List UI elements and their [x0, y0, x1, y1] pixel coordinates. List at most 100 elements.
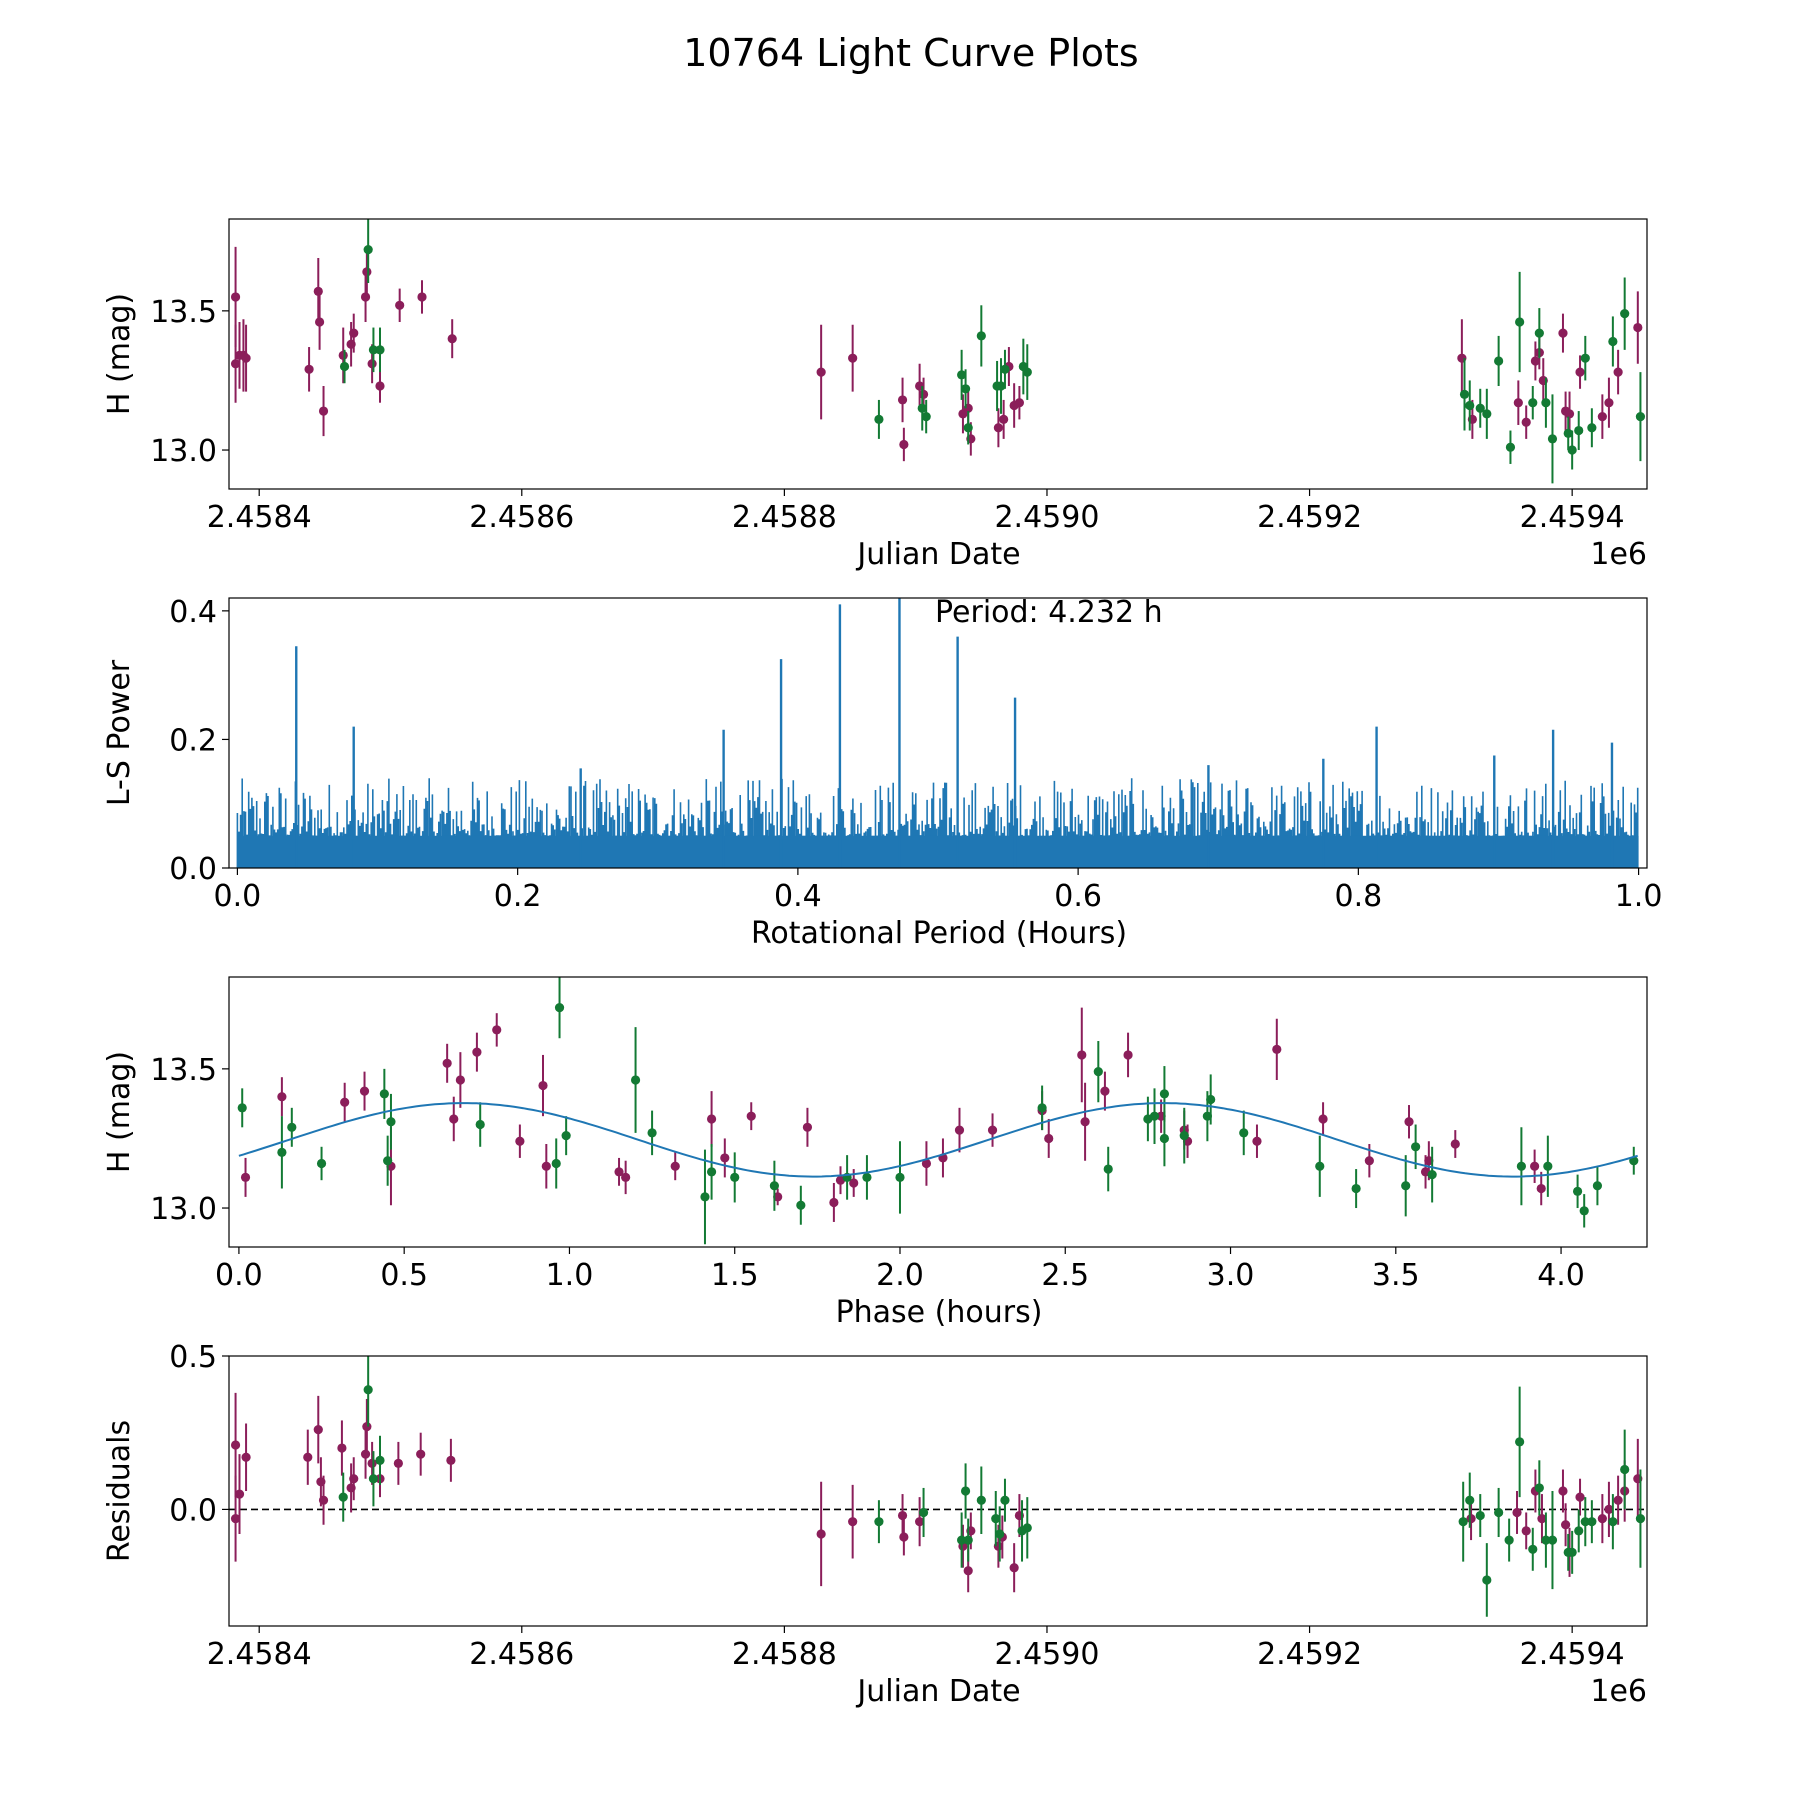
data-point [363, 1385, 373, 1395]
x-offset-label: 1e6 [1590, 537, 1647, 572]
x-tick-label: 3.5 [1372, 1258, 1420, 1293]
y-tick-label: 0.4 [169, 595, 217, 630]
x-tick-label: 0.5 [380, 1258, 428, 1293]
figure-title: 10764 Light Curve Plots [683, 31, 1138, 75]
data-point [993, 423, 1003, 433]
data-point [393, 1458, 403, 1468]
data-point [1541, 1535, 1551, 1545]
data-point [1475, 403, 1485, 413]
y-axis-label: H (mag) [102, 293, 137, 415]
data-point [976, 1495, 986, 1505]
data-point [921, 412, 931, 422]
data-point [1149, 1111, 1160, 1121]
x-tick-label: 0.0 [215, 1258, 263, 1293]
data-point [1123, 1050, 1133, 1060]
data-point [1080, 1117, 1090, 1127]
data-point [746, 1111, 756, 1121]
data-point [230, 1514, 241, 1524]
x-tick-label: 0.0 [214, 879, 262, 914]
data-point [1272, 1044, 1282, 1054]
data-point [1465, 400, 1475, 411]
y-axis-label: H (mag) [102, 1051, 137, 1173]
data-point [337, 1443, 347, 1453]
data-point [1560, 1520, 1571, 1530]
data-point [304, 364, 314, 374]
data-point [1564, 409, 1575, 419]
data-point [1202, 1111, 1212, 1121]
data-point [1103, 1164, 1113, 1174]
data-point [318, 406, 329, 416]
data-point [1580, 1517, 1590, 1527]
data-point [849, 1178, 859, 1188]
data-point [1000, 1495, 1010, 1505]
x-tick-label: 0.6 [1054, 879, 1102, 914]
data-point [1022, 1523, 1032, 1533]
data-point [1077, 1050, 1087, 1060]
data-point [455, 1075, 465, 1085]
x-tick-label: 2.4586 [469, 1637, 574, 1672]
data-point [1315, 1161, 1325, 1171]
data-point [963, 1566, 973, 1576]
y-tick-label: 13.5 [150, 295, 217, 330]
data-point [287, 1122, 297, 1132]
phased-light-curve-panel: 0.0 0.5 1.0 1.5 2.0 2.5 3.0 3.5 4.0 13.0 13.5 Phase… [102, 976, 1648, 1330]
data-point [706, 1114, 717, 1124]
data-point [1547, 1535, 1558, 1545]
data-point [1558, 1486, 1568, 1496]
raw-light-curve-panel: 2.4584 2.4586 2.4588 2.4590 2.4592 2.4594 13.0… [102, 218, 1648, 572]
x-tick-label: 2.4592 [1257, 500, 1362, 535]
data-point [802, 1122, 813, 1132]
data-point [1613, 1495, 1623, 1505]
data-point [1458, 1517, 1468, 1527]
x-tick-label: 2.4594 [1520, 1637, 1625, 1672]
data-point [1534, 328, 1544, 338]
data-point [917, 403, 927, 413]
series-filter-b [338, 1356, 1646, 1617]
data-point [1530, 1161, 1540, 1171]
data-point [554, 1003, 565, 1013]
axes-frame [228, 597, 1648, 869]
data-point [316, 1158, 327, 1169]
data-point [976, 331, 986, 341]
data-point [1482, 1575, 1492, 1585]
data-point [1159, 1133, 1170, 1144]
data-point [995, 1529, 1005, 1539]
data-point [515, 1136, 525, 1146]
data-point [1404, 1117, 1414, 1127]
data-point [1604, 398, 1614, 408]
x-tick-label: 2.4588 [732, 500, 837, 535]
data-point [472, 1047, 482, 1057]
data-point [1022, 367, 1032, 377]
y-tick-label: 13.0 [150, 1192, 217, 1227]
data-point [362, 1421, 372, 1432]
x-axis-label: Julian Date [855, 537, 1020, 572]
x-tick-label: 0.2 [494, 879, 542, 914]
series-filter-b [339, 219, 1646, 484]
data-point [829, 1197, 839, 1208]
data-point [395, 300, 405, 310]
data-point [1620, 1464, 1630, 1475]
data-point [1156, 1111, 1166, 1121]
data-point [375, 381, 385, 391]
data-point [1000, 364, 1010, 374]
data-point [1318, 1114, 1328, 1124]
data-point [1009, 1563, 1019, 1573]
x-tick-label: 2.4586 [469, 500, 574, 535]
y-tick-label: 0.2 [169, 723, 217, 758]
x-axis-label: Rotational Period (Hours) [751, 916, 1127, 951]
data-point [1459, 389, 1470, 399]
data-point [1567, 1547, 1577, 1557]
data-point [1521, 1526, 1531, 1536]
data-point [313, 286, 323, 296]
data-point [1579, 1206, 1589, 1216]
series-filter-a [230, 246, 1643, 462]
model-fit-curve [238, 1102, 1638, 1178]
data-point [1475, 1510, 1485, 1521]
data-point [1528, 398, 1538, 408]
data-point [349, 1474, 359, 1484]
data-point [1541, 398, 1551, 408]
x-tick-label: 2.4584 [207, 500, 312, 535]
data-point [614, 1167, 624, 1177]
data-point [1574, 425, 1584, 436]
